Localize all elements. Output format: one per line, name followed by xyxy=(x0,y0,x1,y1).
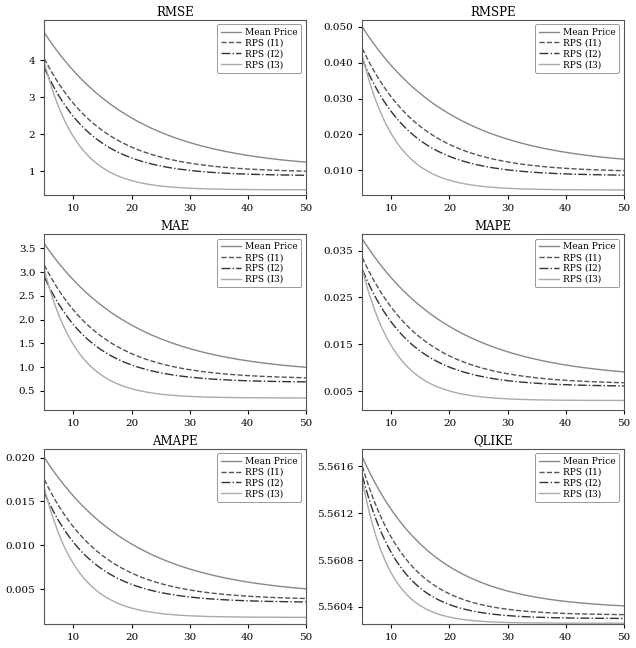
Legend: Mean Price, RPS (I1), RPS (I2), RPS (I3): Mean Price, RPS (I1), RPS (I2), RPS (I3) xyxy=(217,453,301,502)
Legend: Mean Price, RPS (I1), RPS (I2), RPS (I3): Mean Price, RPS (I1), RPS (I2), RPS (I3) xyxy=(535,238,619,288)
Legend: Mean Price, RPS (I1), RPS (I2), RPS (I3): Mean Price, RPS (I1), RPS (I2), RPS (I3) xyxy=(535,24,619,73)
Title: QLIKE: QLIKE xyxy=(473,435,513,448)
Legend: Mean Price, RPS (I1), RPS (I2), RPS (I3): Mean Price, RPS (I1), RPS (I2), RPS (I3) xyxy=(217,24,301,73)
Legend: Mean Price, RPS (I1), RPS (I2), RPS (I3): Mean Price, RPS (I1), RPS (I2), RPS (I3) xyxy=(217,238,301,288)
Title: RMSPE: RMSPE xyxy=(470,6,516,19)
Title: RMSE: RMSE xyxy=(156,6,194,19)
Title: MAE: MAE xyxy=(160,220,190,233)
Legend: Mean Price, RPS (I1), RPS (I2), RPS (I3): Mean Price, RPS (I1), RPS (I2), RPS (I3) xyxy=(535,453,619,502)
Title: AMAPE: AMAPE xyxy=(152,435,198,448)
Title: MAPE: MAPE xyxy=(474,220,511,233)
